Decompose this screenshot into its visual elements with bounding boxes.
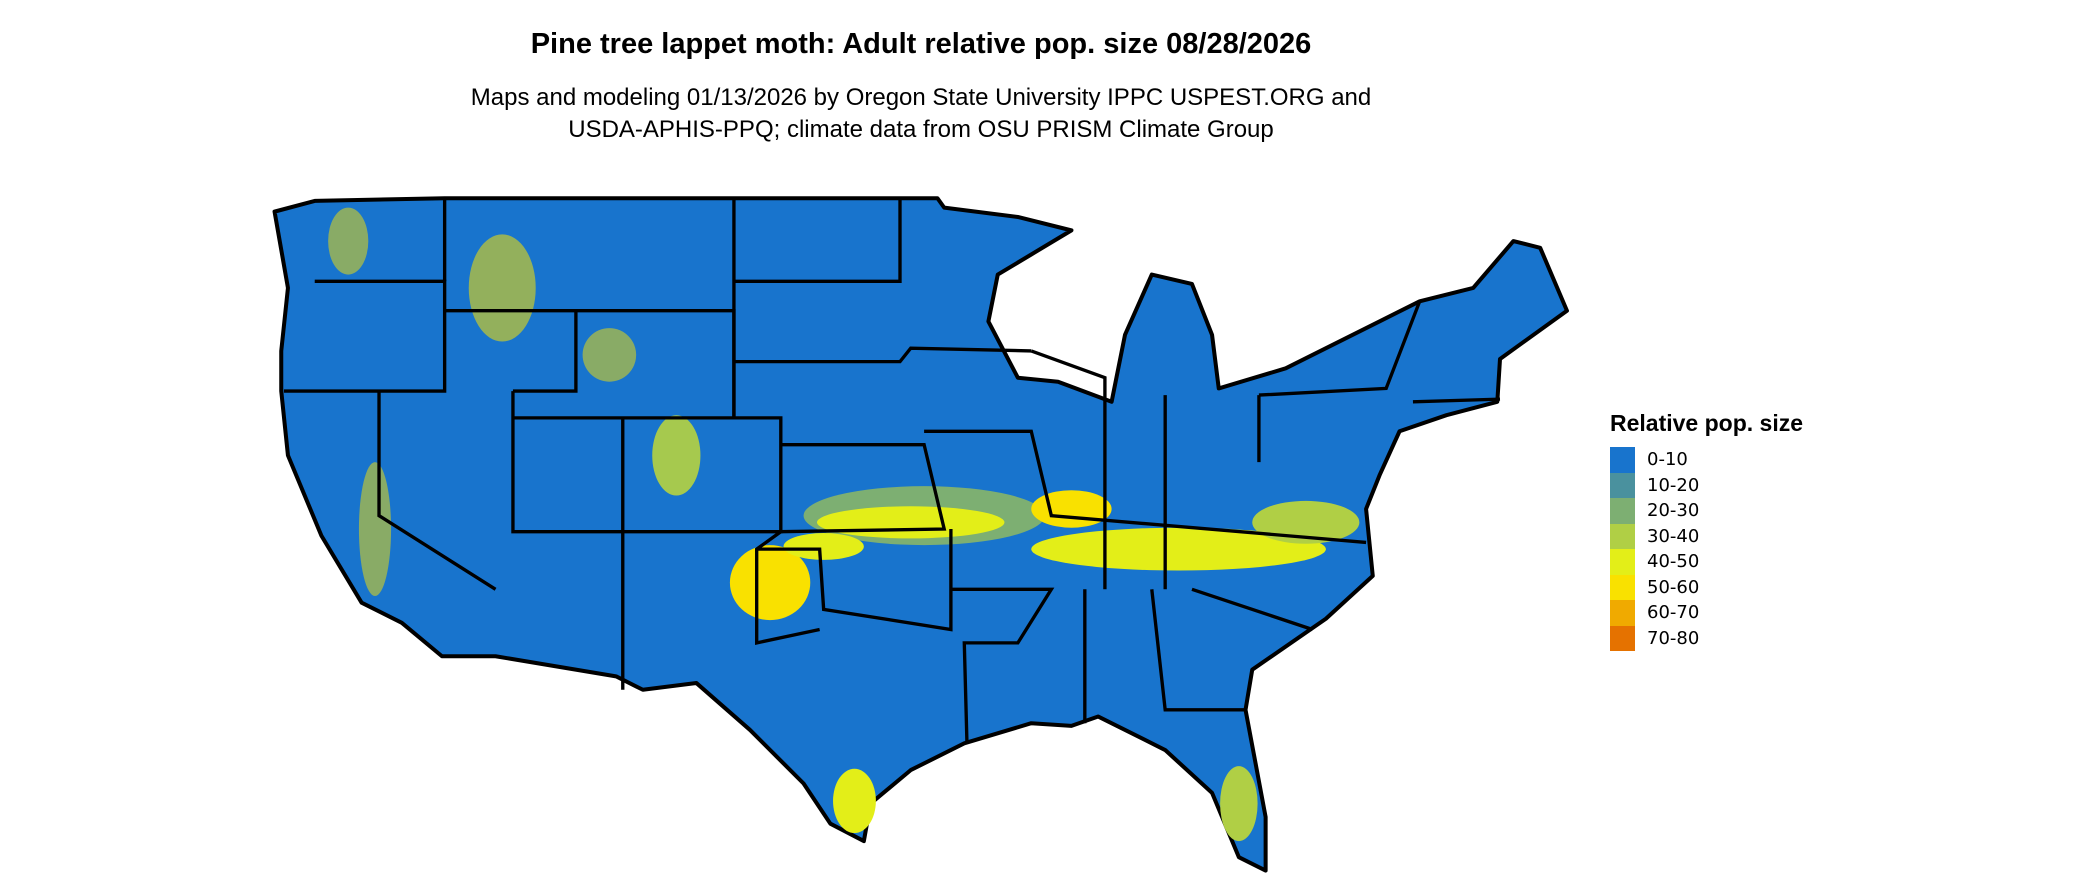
state-borders — [283, 198, 1501, 744]
legend-label: 0-10 — [1647, 449, 1688, 471]
region-wyoming — [582, 328, 637, 382]
region-central-belt-core — [816, 506, 1005, 539]
legend-swatch — [1610, 625, 1635, 651]
legend-swatch — [1610, 498, 1635, 524]
legend-swatch — [1610, 549, 1635, 575]
legend-label: 20-30 — [1647, 500, 1700, 522]
legend-label: 70-80 — [1647, 627, 1700, 649]
legend-swatch — [1610, 447, 1635, 473]
region-nm-tx — [729, 545, 811, 621]
legend-label: 50-60 — [1647, 576, 1700, 598]
region-california — [358, 462, 392, 596]
region-south-texas — [833, 768, 876, 834]
region-oklahoma — [783, 533, 864, 560]
legend-label: 40-50 — [1647, 551, 1700, 573]
region-washington — [328, 207, 369, 275]
legend-swatch — [1610, 523, 1635, 549]
legend-swatch — [1610, 472, 1635, 498]
legend-item: 30-40 — [1610, 523, 1803, 549]
legend-item: 40-50 — [1610, 549, 1803, 575]
legend-item: 70-80 — [1610, 625, 1803, 651]
region-virginia — [1252, 500, 1360, 544]
region-colorado — [652, 415, 701, 496]
legend-item: 50-60 — [1610, 574, 1803, 600]
region-florida — [1220, 766, 1258, 842]
legend-label: 60-70 — [1647, 602, 1700, 624]
legend-title: Relative pop. size — [1610, 410, 1804, 436]
map-subtitle-line1: Maps and modeling 01/13/2026 by Oregon S… — [470, 84, 1372, 111]
region-kentucky — [1031, 490, 1112, 528]
legend-swatch — [1610, 600, 1635, 626]
legend-item: 20-30 — [1610, 498, 1803, 524]
legend-label: 10-20 — [1647, 474, 1700, 496]
map-subtitle-line2: USDA-APHIS-PPQ; climate data from OSU PR… — [568, 116, 1274, 143]
map-title: Pine tree lappet moth: Adult relative po… — [530, 28, 1312, 60]
legend: Relative pop. size 0-10 10-20 20-30 30-40 40… — [1610, 410, 1803, 651]
legend-swatch — [1610, 574, 1635, 600]
legend-item: 0-10 — [1610, 447, 1803, 473]
legend-item: 10-20 — [1610, 472, 1803, 498]
legend-label: 30-40 — [1647, 525, 1700, 547]
region-idaho — [468, 234, 536, 342]
legend-item: 60-70 — [1610, 600, 1803, 626]
